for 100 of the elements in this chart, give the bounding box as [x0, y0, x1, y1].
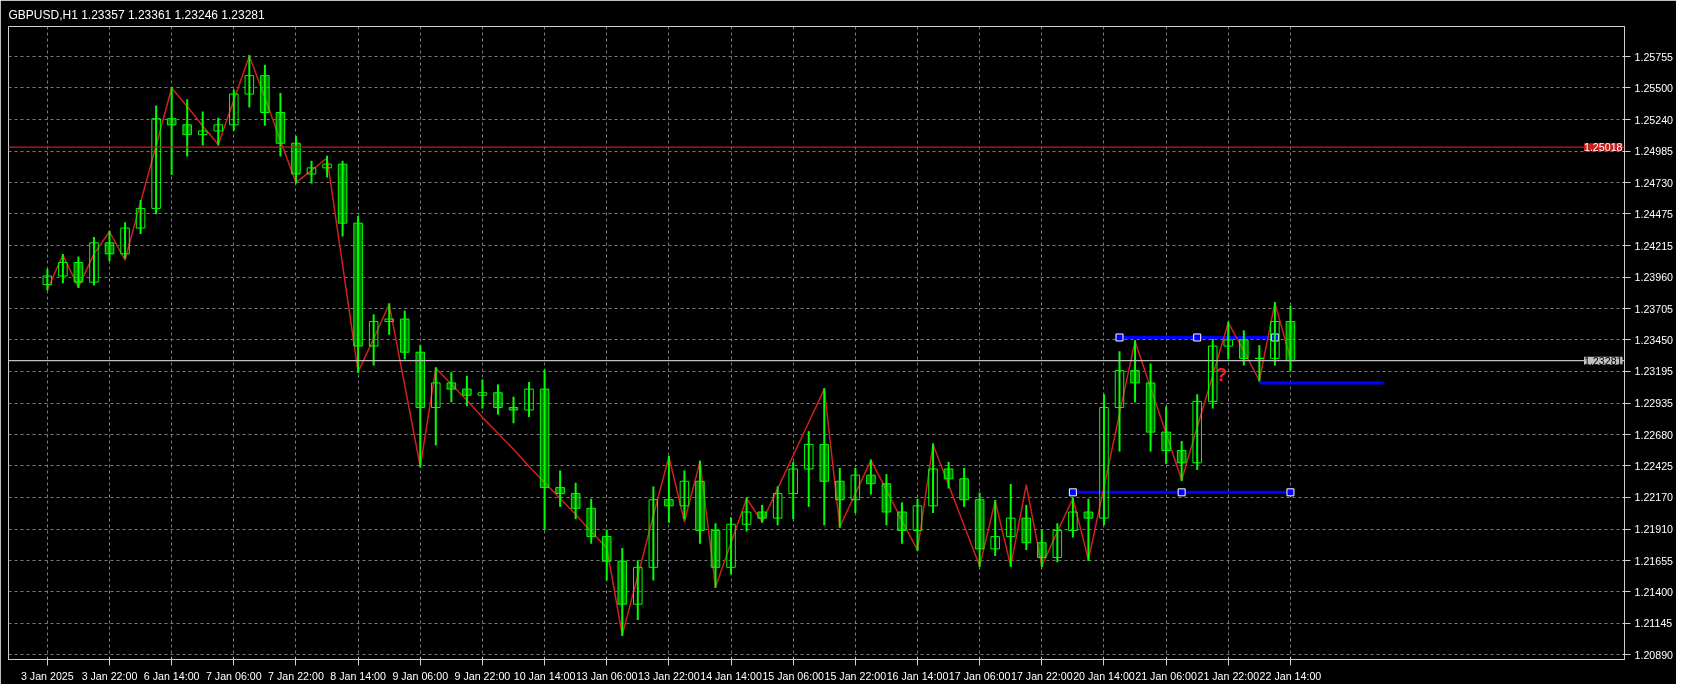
- candlestick: [120, 222, 130, 259]
- y-tick-label: 1.23450: [1634, 333, 1674, 346]
- candlestick: [990, 499, 1000, 557]
- candlestick: [431, 367, 441, 446]
- candlestick: [1052, 523, 1063, 563]
- candlestick: [291, 136, 301, 184]
- y-tick-label: 1.22170: [1634, 491, 1674, 504]
- candlestick: [788, 461, 798, 520]
- candlestick: [415, 345, 426, 468]
- candlestick: [1114, 351, 1125, 452]
- y-tick-label: 1.23960: [1634, 271, 1674, 284]
- candlestick: [89, 236, 99, 286]
- candlestick: [213, 117, 224, 146]
- candlestick: [42, 268, 53, 291]
- candlestick: [679, 470, 690, 520]
- candlestick: [1161, 406, 1171, 464]
- candlestick: [866, 459, 876, 495]
- x-tick-label: 3 Jan 22:00: [81, 669, 138, 682]
- y-tick-label: 1.20890: [1634, 648, 1674, 661]
- y-tick-label: 1.23705: [1634, 302, 1674, 315]
- candlestick: [835, 467, 845, 528]
- candlestick: [1021, 504, 1032, 550]
- candlestick: [1037, 529, 1047, 568]
- candlestick: [306, 160, 317, 184]
- candlestick: [399, 310, 410, 360]
- candlestick: [586, 498, 596, 544]
- x-tick-label: 7 Jan 06:00: [205, 669, 262, 682]
- candlestick: [166, 86, 177, 175]
- candlestick: [524, 381, 534, 418]
- candlestick: [881, 474, 892, 526]
- candlestick: [1285, 305, 1296, 372]
- candlestick: [353, 216, 363, 373]
- x-tick-label: 10 Jan 14:00: [513, 669, 576, 682]
- x-tick-label: 8 Jan 14:00: [330, 669, 387, 682]
- candlestick: [1176, 440, 1187, 482]
- candlestick: [493, 384, 503, 415]
- candlestick: [850, 467, 861, 513]
- y-tick-label: 1.22425: [1634, 459, 1674, 472]
- candlestick: [741, 497, 752, 532]
- y-tick-label: 1.24985: [1634, 145, 1674, 158]
- candlestick: [757, 504, 767, 523]
- candlestick: [912, 498, 923, 552]
- x-tick-label: 13 Jan 06:00: [575, 669, 638, 682]
- x-tick-label: 3 Jan 2025: [20, 669, 74, 682]
- annotation: ?: [1215, 363, 1228, 385]
- candlestick: [1239, 330, 1249, 366]
- candlestick: [1145, 363, 1156, 452]
- candlestick: [1223, 321, 1234, 360]
- candlestick: [555, 470, 565, 507]
- candlestick: [104, 230, 115, 262]
- candlestick: [664, 455, 674, 523]
- y-tick-label: 1.21910: [1634, 523, 1674, 536]
- y-tick-label: 1.25500: [1634, 81, 1674, 94]
- y-tick-label: 1.25755: [1634, 50, 1674, 63]
- y-tick-label: 1.24730: [1634, 176, 1674, 189]
- y-tick-label: 1.22680: [1634, 428, 1674, 441]
- y-tick-label: 1.24475: [1634, 207, 1674, 220]
- y-tick-label: 1.25240: [1634, 113, 1674, 126]
- x-tick-label: 16 Jan 14:00: [886, 669, 949, 682]
- candlestick: [943, 461, 954, 489]
- candlestick: [1207, 338, 1218, 409]
- candlestick: [726, 517, 736, 575]
- candlestick: [508, 396, 519, 424]
- x-tick-label: 15 Jan 22:00: [824, 669, 887, 682]
- candlestick: [182, 99, 192, 157]
- candlestick: [695, 460, 705, 544]
- candlestick: [73, 256, 84, 289]
- x-tick-label: 14 Jan 14:00: [700, 669, 762, 682]
- x-tick-label: 20 Jan 14:00: [1073, 669, 1135, 682]
- candlestick: [368, 314, 379, 366]
- x-tick-label: 17 Jan 06:00: [948, 669, 1011, 682]
- y-tick-label: 1.21400: [1634, 585, 1674, 598]
- x-tick-label: 21 Jan 22:00: [1197, 669, 1260, 682]
- candlestick: [135, 200, 146, 234]
- candlestick: [275, 93, 286, 157]
- candlestick: [633, 560, 643, 620]
- candlestick: [819, 388, 830, 526]
- candlestick: [244, 55, 255, 108]
- candlestick: [1130, 340, 1140, 403]
- candlestick: [539, 369, 550, 531]
- candlestick: [570, 482, 581, 520]
- candlestick: [803, 431, 814, 507]
- candlestick: [928, 443, 938, 513]
- candlestick: [897, 502, 907, 544]
- candlestick: [337, 160, 348, 237]
- candlestick: [197, 111, 208, 146]
- x-tick-label: 22 Jan 14:00: [1259, 669, 1322, 682]
- candlestick: [151, 105, 161, 215]
- candlestick: [1099, 394, 1109, 526]
- candlestick: [1068, 497, 1078, 538]
- ref-line-label: 1.23281: [1583, 354, 1623, 367]
- x-tick-label: 9 Jan 22:00: [454, 669, 511, 682]
- x-tick-label: 7 Jan 22:00: [268, 669, 324, 682]
- candlestick: [462, 375, 472, 407]
- candlestick: [974, 492, 985, 568]
- y-tick-label: 1.22935: [1634, 397, 1674, 410]
- candlestick: [322, 155, 332, 178]
- x-tick-label: 9 Jan 06:00: [392, 669, 449, 682]
- y-tick-label: 1.21145: [1634, 617, 1673, 630]
- candlestick: [772, 486, 783, 526]
